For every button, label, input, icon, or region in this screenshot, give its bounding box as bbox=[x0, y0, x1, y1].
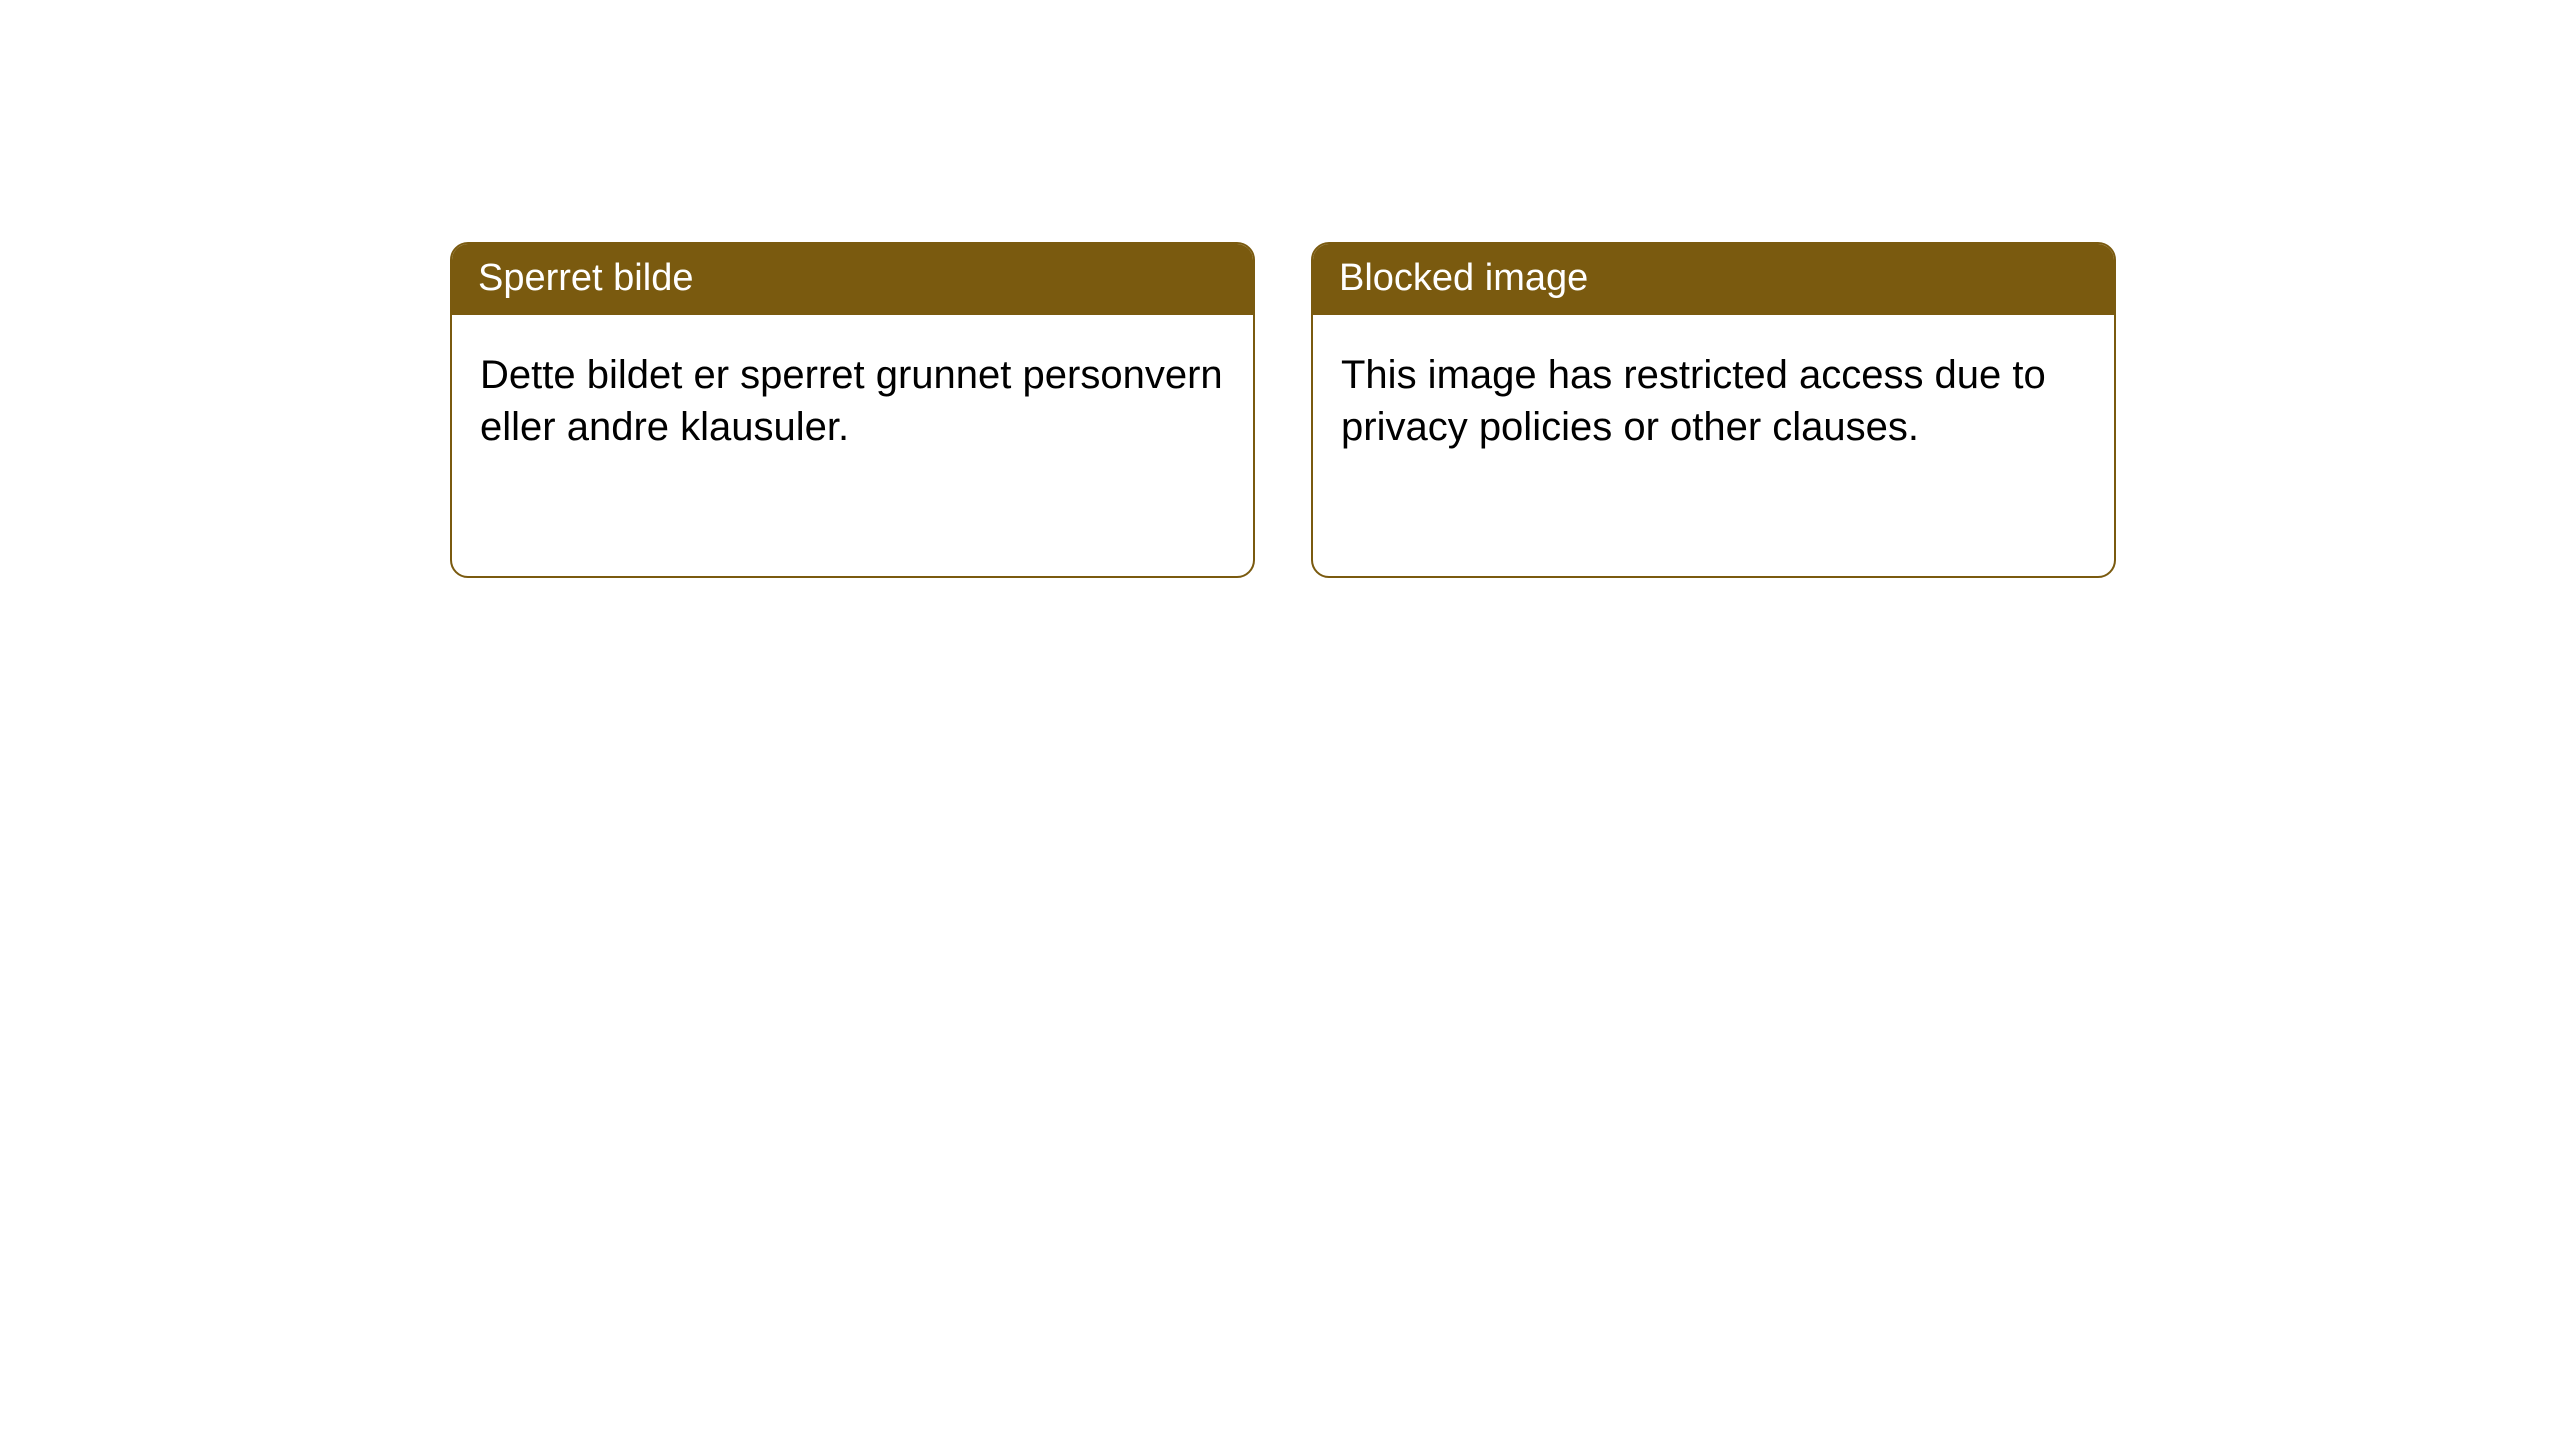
notice-body: Dette bildet er sperret grunnet personve… bbox=[452, 315, 1253, 487]
notice-title: Blocked image bbox=[1339, 257, 1588, 299]
notice-body: This image has restricted access due to … bbox=[1313, 315, 2114, 487]
notice-card-english: Blocked image This image has restricted … bbox=[1311, 242, 2116, 578]
notice-container: Sperret bilde Dette bildet er sperret gr… bbox=[0, 0, 2560, 578]
notice-title: Sperret bilde bbox=[478, 257, 693, 299]
notice-message: This image has restricted access due to … bbox=[1341, 353, 2046, 449]
notice-header: Blocked image bbox=[1313, 244, 2114, 315]
notice-card-norwegian: Sperret bilde Dette bildet er sperret gr… bbox=[450, 242, 1255, 578]
notice-message: Dette bildet er sperret grunnet personve… bbox=[480, 353, 1223, 449]
notice-header: Sperret bilde bbox=[452, 244, 1253, 315]
